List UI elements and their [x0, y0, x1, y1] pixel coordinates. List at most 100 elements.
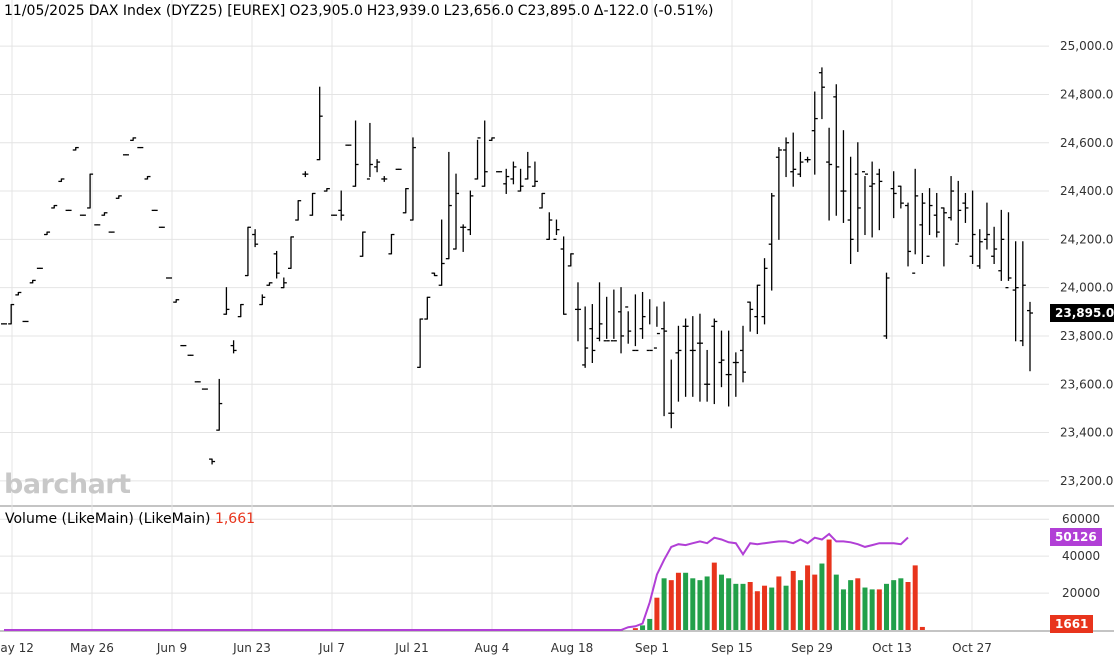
- ohlc-bar: [381, 176, 388, 182]
- ohlc-bar: [955, 180, 962, 245]
- price-axis[interactable]: 25,000.0 24,800.0 24,600.0 24,400.0 24,200.0…: [1060, 39, 1113, 488]
- volume-bar: [668, 580, 674, 630]
- date-tick-label: Sep 15: [711, 641, 753, 655]
- price-tick-label: 24,800.0: [1060, 87, 1113, 101]
- date-tick-label: Jun 23: [232, 641, 271, 655]
- ohlc-bar: [804, 156, 811, 163]
- volume-bar: [704, 576, 710, 630]
- ohlc-bar: [209, 458, 216, 465]
- ohlc-bar: [639, 291, 646, 339]
- volume-bar: [754, 591, 760, 630]
- volume-last-value: 1,661: [214, 511, 256, 527]
- date-axis[interactable]: May 12 May 26 Jun 9 Jun 23 Jul 7 Jul 21 Aug 4 A…: [0, 641, 992, 655]
- volume-bar: [833, 574, 839, 630]
- date-tick-label: Jun 9: [156, 641, 187, 655]
- price-tick-label: 24,200.0: [1060, 232, 1113, 246]
- ohlc-bar: [8, 303, 15, 325]
- volume-bar: [740, 583, 746, 630]
- ohlc-bar: [826, 127, 833, 221]
- ohlc-bar: [661, 301, 668, 417]
- ohlc-bar: [668, 359, 675, 429]
- ohlc-bar: [259, 294, 266, 306]
- volume-bar: [769, 587, 775, 630]
- volume-bar: [683, 572, 689, 630]
- volume-bar: [805, 565, 811, 630]
- volume-tick-label: 60000: [1062, 512, 1100, 526]
- volume-bar: [747, 582, 753, 630]
- volume-bar: [855, 578, 861, 630]
- ohlc-bar: [1027, 301, 1033, 372]
- volume-bar: [632, 628, 638, 630]
- ohlc-bar: [101, 212, 108, 216]
- ohlc-bar: [646, 299, 653, 352]
- ohlc-bar: [481, 120, 488, 187]
- ohlc-bar: [732, 352, 739, 397]
- volume-bar: [711, 562, 717, 630]
- ohlc-bar: [287, 236, 294, 269]
- volume-bar: [797, 580, 803, 630]
- ohlc-bar: [589, 304, 596, 364]
- ohlc-bar: [395, 168, 402, 170]
- ohlc-bar: [79, 214, 86, 216]
- ohlc-bar: [625, 306, 632, 344]
- ohlc-bar: [496, 171, 503, 173]
- volume-tick-label: 20000: [1062, 586, 1100, 600]
- ohlc-bar: [811, 91, 818, 175]
- date-tick-label: Aug 4: [475, 641, 510, 655]
- volume-bar: [876, 589, 882, 630]
- ohlc-bar: [158, 226, 165, 228]
- ohlc-bar: [976, 229, 983, 269]
- last-price-tag: 23,895.0: [1050, 304, 1114, 322]
- ohlc-bar: [524, 151, 531, 180]
- volume-bars: [632, 539, 925, 630]
- price-tick-label: 24,600.0: [1060, 136, 1113, 150]
- ohlc-bar: [115, 195, 122, 199]
- last-volume-tag: 1661: [1050, 615, 1094, 633]
- ohlc-bar: [302, 171, 309, 178]
- ohlc-bar: [108, 231, 115, 233]
- ohlc-bar: [696, 313, 703, 402]
- ohlc-bar: [1005, 212, 1012, 289]
- volume-average-tag: 50126: [1050, 528, 1102, 547]
- ohlc-bar: [237, 303, 244, 318]
- ohlc-bar: [991, 226, 998, 264]
- ohlc-bar: [761, 258, 768, 325]
- ohlc-bar: [754, 284, 761, 335]
- ohlc-bar: [869, 161, 876, 238]
- quote-low: L23,656.0: [443, 3, 514, 19]
- ohlc-bar: [36, 267, 43, 269]
- ohlc-bar: [933, 192, 940, 238]
- volume-bar: [848, 580, 854, 630]
- ohlc-bar: [783, 137, 790, 178]
- volume-bar: [718, 574, 724, 630]
- ohlc-bar: [438, 219, 445, 286]
- ohlc-bar: [22, 320, 29, 323]
- ohlc-bar: [323, 187, 330, 192]
- grid-lines: [0, 0, 1114, 632]
- ohlc-bar: [122, 154, 129, 156]
- ohlc-bar: [366, 122, 373, 180]
- ohlc-bar: [503, 168, 510, 194]
- ohlc-bar: [65, 209, 72, 212]
- ohlc-bar: [998, 209, 1005, 281]
- ohlc-bar: [718, 330, 725, 388]
- ohlc-bar: [374, 159, 381, 173]
- ohlc-bar: [166, 277, 173, 279]
- ohlc-bar: [201, 388, 208, 390]
- price-bars: [1, 67, 1033, 465]
- ohlc-bar: [747, 301, 754, 332]
- volume-bar: [912, 565, 918, 630]
- quote-header: 11/05/2025 DAX Index (DYZ25) [EUREX] O23,9…: [4, 3, 718, 19]
- ohlc-bar: [689, 316, 696, 397]
- ohlc-bar: [517, 168, 524, 192]
- volume-bar: [812, 574, 818, 630]
- ohlc-bar: [338, 190, 345, 221]
- price-tick-label: 24,400.0: [1060, 184, 1113, 198]
- volume-bar: [733, 583, 739, 630]
- date-tick-label: May 12: [0, 641, 34, 655]
- ohlc-bar: [1, 323, 7, 325]
- ohlc-bar: [130, 137, 137, 141]
- volume-axis: 60000 40000 20000: [1062, 512, 1100, 600]
- ohlc-bar: [876, 168, 883, 231]
- ohlc-bar: [560, 236, 567, 315]
